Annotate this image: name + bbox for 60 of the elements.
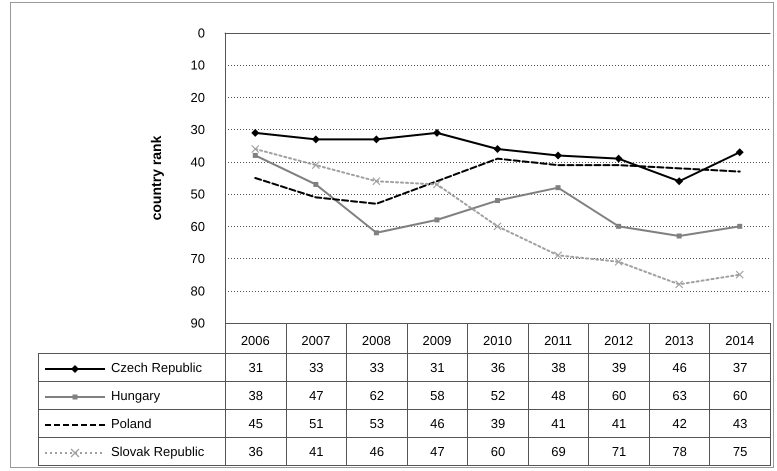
data-label: 71 xyxy=(588,438,650,466)
data-label: 39 xyxy=(588,354,650,382)
y-tick-label: 90 xyxy=(190,316,205,330)
data-label: 69 xyxy=(528,438,589,466)
x-tick-label: 2011 xyxy=(544,333,572,348)
x-tick-label: 2012 xyxy=(604,333,634,348)
data-label: 53 xyxy=(346,410,408,438)
data-label: 60 xyxy=(710,382,770,410)
data-label: 38 xyxy=(528,354,589,382)
legend-label: Czech Republic xyxy=(111,360,202,375)
data-label: 41 xyxy=(528,410,589,438)
x-tick-label: 2010 xyxy=(483,333,512,348)
data-label: 38 xyxy=(226,382,286,410)
x-tick-label: 2014 xyxy=(725,333,754,348)
data-label: 42 xyxy=(649,410,710,438)
y-tick-label: 50 xyxy=(190,186,205,202)
data-label: 63 xyxy=(649,382,710,410)
y-tick-label: 70 xyxy=(190,251,205,266)
data-label: 62 xyxy=(346,382,408,410)
y-tick-label: 0 xyxy=(198,26,205,40)
y-tick-label: 80 xyxy=(190,283,205,298)
data-label: 39 xyxy=(468,410,528,438)
x-tick-label: 2008 xyxy=(362,333,391,348)
data-label: 31 xyxy=(407,354,468,382)
data-label: 45 xyxy=(226,410,286,438)
data-label: 37 xyxy=(710,354,770,382)
data-label: 46 xyxy=(407,410,468,438)
legend-label: Poland xyxy=(111,416,152,431)
y-tick-label: 10 xyxy=(190,58,205,73)
data-label: 41 xyxy=(588,410,650,438)
data-label: 43 xyxy=(710,410,770,438)
data-label: 58 xyxy=(407,382,468,410)
data-label: 36 xyxy=(468,354,528,382)
data-label: 46 xyxy=(649,354,710,382)
legend-label: Slovak Republic xyxy=(111,444,204,459)
data-label: 31 xyxy=(226,354,286,382)
data-label: 52 xyxy=(468,382,528,410)
data-label: 51 xyxy=(286,410,347,438)
data-label: 46 xyxy=(346,438,408,466)
y-tick-label: 40 xyxy=(190,154,205,170)
data-label: 78 xyxy=(649,438,710,466)
data-label: 75 xyxy=(710,438,770,466)
y-tick-label: 60 xyxy=(190,218,205,234)
data-label: 47 xyxy=(286,382,347,410)
data-label: 60 xyxy=(588,382,650,410)
x-tick-label: 2009 xyxy=(422,333,452,348)
x-tick-label: 2013 xyxy=(664,333,694,348)
x-tick-label: 2006 xyxy=(240,333,270,348)
y-tick-label: 20 xyxy=(190,90,205,105)
legend-label: Hungary xyxy=(111,388,160,403)
data-label: 48 xyxy=(528,382,589,410)
y-tick-label: 30 xyxy=(190,122,205,138)
data-label: 33 xyxy=(346,354,408,382)
y-axis-title: country rank xyxy=(148,135,164,220)
data-label: 60 xyxy=(468,438,528,466)
data-label: 36 xyxy=(226,438,286,466)
x-tick-label: 2007 xyxy=(301,333,330,348)
data-label: 47 xyxy=(407,438,468,466)
data-label: 41 xyxy=(286,438,347,466)
data-label: 33 xyxy=(286,354,347,382)
